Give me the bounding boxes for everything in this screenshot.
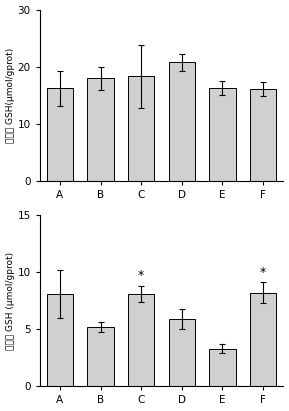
Y-axis label: 线粒体 GSH (μmol/gprot): 线粒体 GSH (μmol/gprot) — [5, 252, 14, 350]
Bar — [87, 327, 114, 386]
Bar — [250, 89, 276, 181]
Bar — [87, 78, 114, 181]
Bar — [47, 294, 73, 386]
Bar — [128, 294, 154, 386]
Bar — [169, 319, 195, 386]
Text: *: * — [260, 266, 266, 279]
Bar — [169, 62, 195, 181]
Bar — [209, 88, 236, 181]
Bar — [250, 293, 276, 386]
Bar — [209, 349, 236, 386]
Bar — [47, 88, 73, 181]
Bar — [128, 76, 154, 181]
Text: *: * — [138, 270, 144, 282]
Y-axis label: 肝脏总 GSH(μmol/gprot): 肝脏总 GSH(μmol/gprot) — [6, 48, 15, 143]
